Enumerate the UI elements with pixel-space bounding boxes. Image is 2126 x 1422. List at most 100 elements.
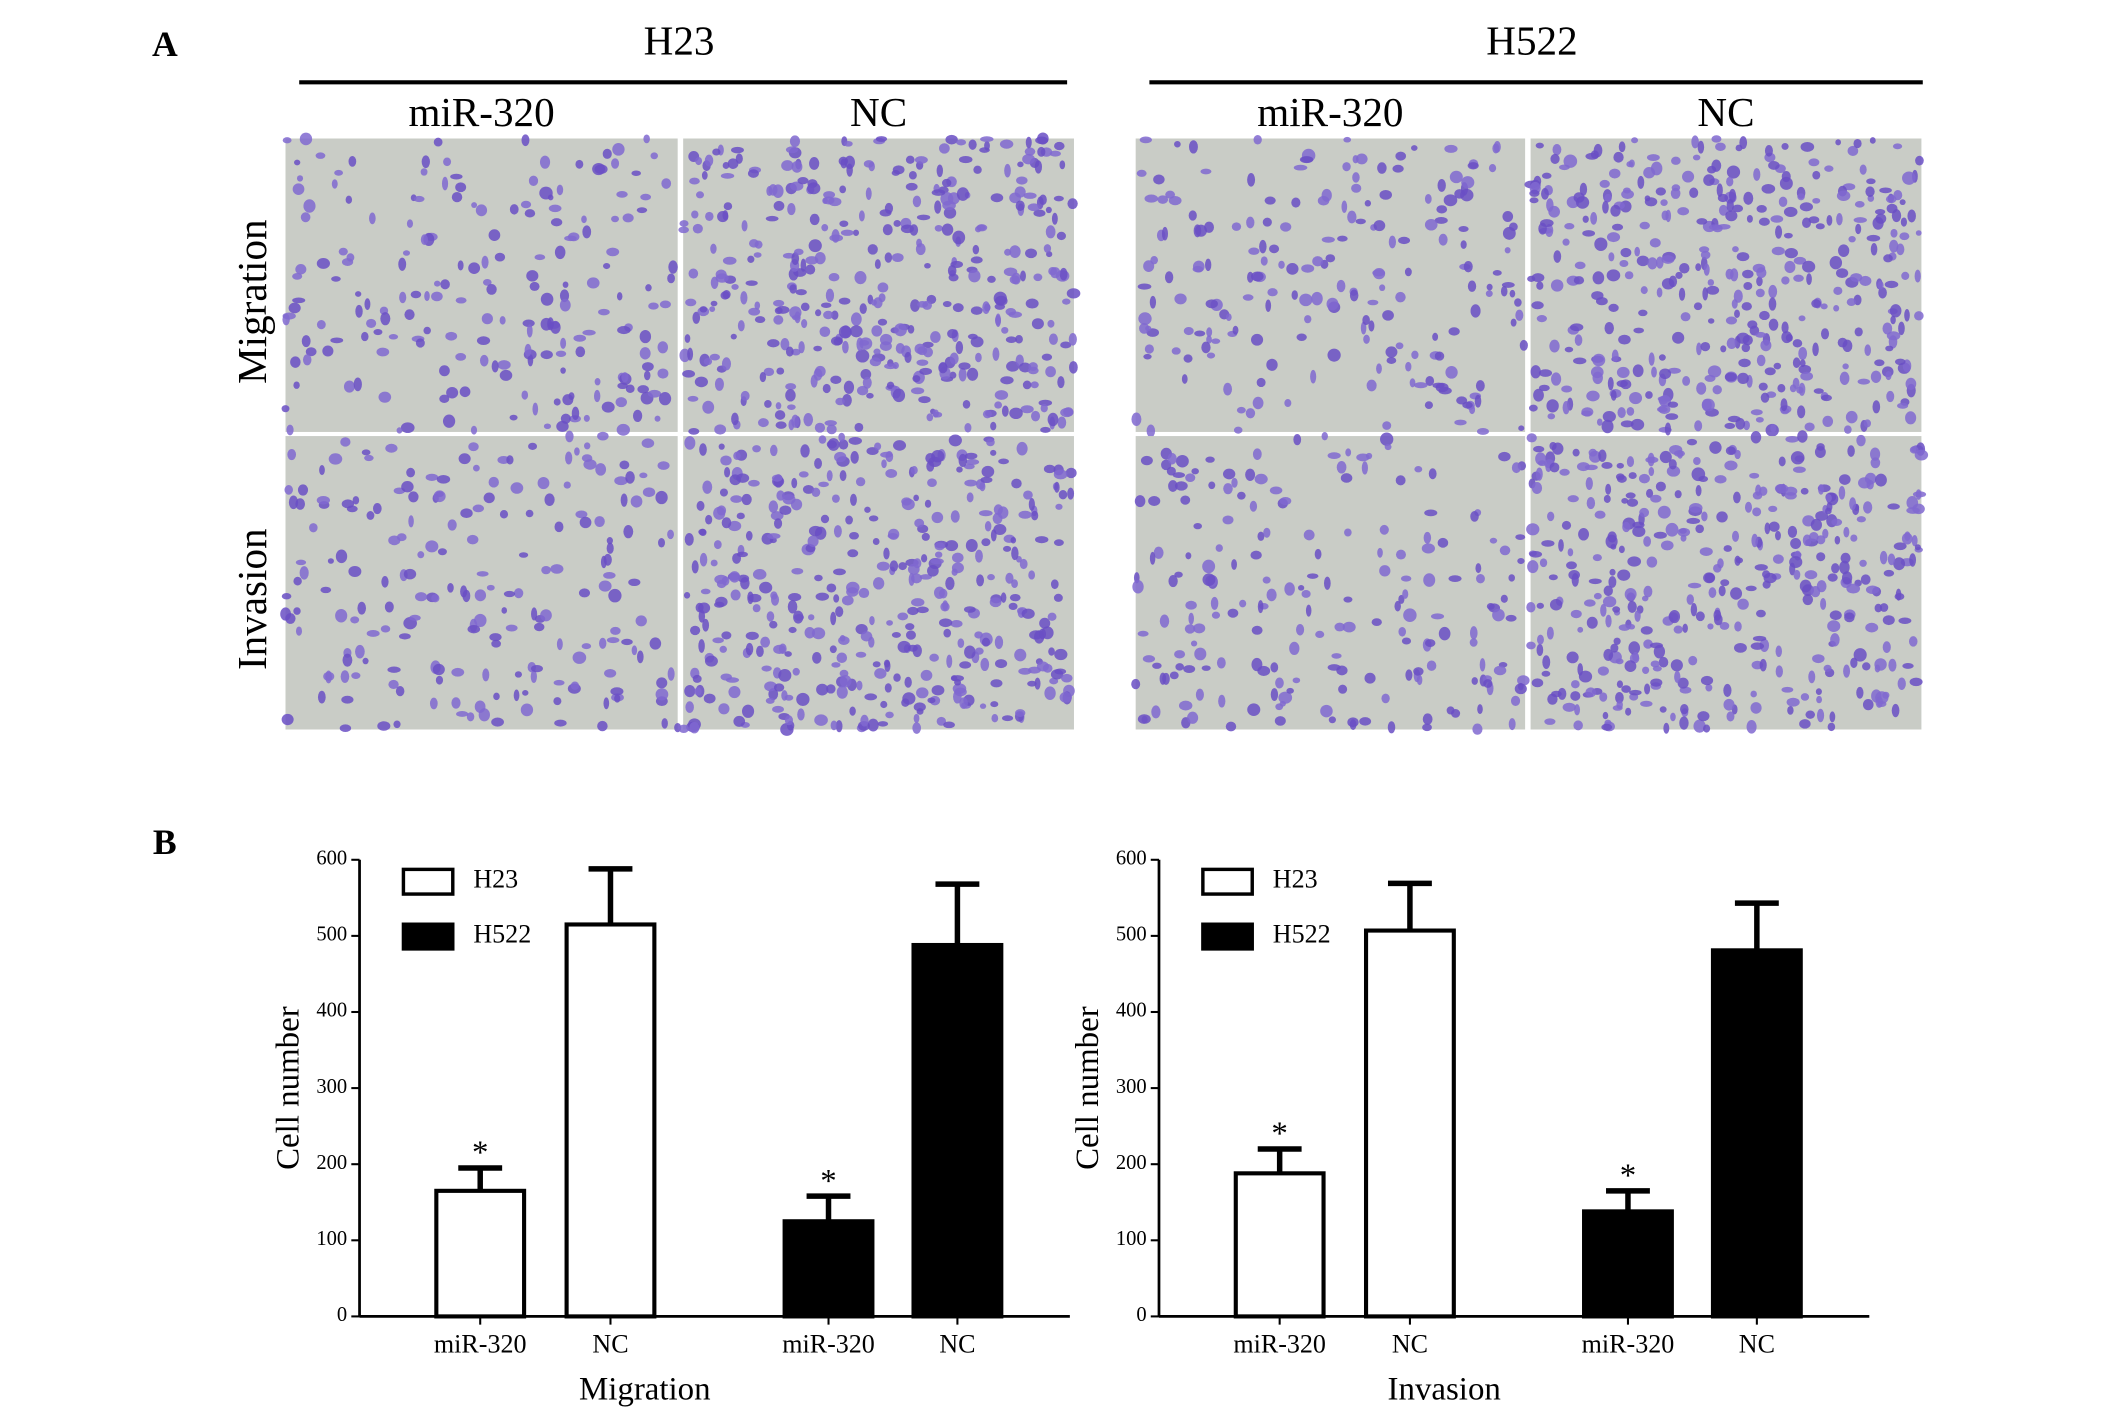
cell-stain bbox=[1754, 564, 1768, 571]
cell-stain bbox=[1008, 602, 1018, 611]
cell-stain bbox=[543, 423, 552, 430]
cell-stain bbox=[1758, 217, 1770, 226]
cell-stain bbox=[1518, 425, 1525, 432]
cell-stain bbox=[1831, 563, 1840, 574]
cell-stain bbox=[1159, 614, 1170, 628]
cell-stain bbox=[855, 651, 867, 658]
cell-stain bbox=[1834, 535, 1841, 545]
cell-stain bbox=[830, 720, 838, 731]
cell-stain bbox=[1778, 456, 1786, 467]
cell-stain bbox=[1430, 613, 1445, 620]
cell-stain bbox=[1682, 170, 1695, 183]
cell-stain bbox=[420, 234, 428, 246]
cell-stain bbox=[575, 510, 588, 519]
cell-stain bbox=[582, 329, 596, 336]
cell-stain bbox=[705, 211, 714, 222]
cell-stain bbox=[740, 577, 750, 590]
cell-stain bbox=[455, 182, 467, 193]
cell-stain bbox=[943, 207, 957, 219]
cell-stain bbox=[350, 616, 360, 624]
cell-stain bbox=[1633, 327, 1645, 334]
cell-stain bbox=[900, 224, 914, 234]
cell-stain bbox=[1586, 390, 1600, 402]
cell-stain bbox=[1184, 624, 1196, 634]
cell-stain bbox=[839, 185, 847, 194]
cell-stain bbox=[1678, 287, 1686, 301]
cell-stain bbox=[877, 318, 888, 326]
cell-stain bbox=[1266, 358, 1278, 371]
cell-stain bbox=[1139, 136, 1152, 144]
cell-stain bbox=[1267, 288, 1278, 297]
cell-stain bbox=[366, 318, 377, 328]
cell-stain bbox=[860, 631, 873, 642]
cell-stain bbox=[1434, 351, 1445, 361]
cell-stain bbox=[1900, 217, 1908, 227]
cell-stain bbox=[355, 644, 365, 659]
cell-stain bbox=[1538, 384, 1550, 392]
cell-stain bbox=[1152, 662, 1162, 669]
cell-stain bbox=[565, 451, 573, 465]
cell-stain bbox=[721, 631, 732, 640]
cell-stain bbox=[1342, 621, 1356, 633]
cell-stain bbox=[1896, 243, 1905, 256]
cell-stain bbox=[1874, 209, 1886, 215]
cell-stain bbox=[757, 418, 769, 428]
cell-stain bbox=[897, 640, 911, 653]
cell-stain bbox=[1549, 462, 1560, 473]
cell-stain bbox=[1188, 210, 1197, 221]
cell-stain bbox=[421, 155, 430, 169]
cell-stain bbox=[990, 193, 1004, 203]
cell-stain bbox=[1058, 490, 1068, 500]
cell-stain bbox=[1492, 608, 1505, 622]
cell-stain bbox=[1034, 630, 1045, 644]
cell-stain bbox=[770, 511, 784, 521]
cell-stain bbox=[1594, 237, 1608, 251]
cell-stain bbox=[351, 672, 361, 680]
cell-stain bbox=[835, 606, 844, 618]
cell-stain bbox=[1628, 624, 1636, 630]
cell-stain bbox=[984, 521, 992, 532]
cell-stain bbox=[779, 505, 792, 515]
cell-stain bbox=[1866, 234, 1881, 242]
cell-stain bbox=[1161, 226, 1169, 241]
cell-stain bbox=[1647, 257, 1658, 270]
cell-stain bbox=[1608, 303, 1619, 312]
cell-stain bbox=[366, 511, 375, 520]
cell-stain bbox=[1025, 298, 1039, 309]
cell-stain bbox=[1653, 531, 1667, 539]
cell-stain bbox=[1648, 467, 1655, 477]
cell-stain bbox=[1609, 568, 1616, 576]
cell-stain bbox=[712, 148, 721, 156]
cell-stain bbox=[1364, 672, 1376, 684]
cell-stain bbox=[582, 225, 592, 239]
cell-stain bbox=[529, 281, 540, 291]
cell-stain bbox=[1517, 682, 1524, 691]
cell-stain bbox=[1808, 670, 1816, 684]
cell-stain bbox=[1275, 677, 1284, 689]
cell-stain bbox=[1697, 711, 1710, 722]
cell-stain bbox=[1744, 501, 1752, 513]
cell-stain bbox=[1341, 200, 1348, 213]
cell-stain bbox=[994, 659, 1008, 669]
cell-stain bbox=[1713, 564, 1722, 573]
cell-stain bbox=[1005, 336, 1017, 343]
cell-stain bbox=[795, 289, 807, 296]
cell-stain bbox=[791, 567, 804, 575]
cell-stain bbox=[1690, 603, 1698, 617]
cell-stain bbox=[1493, 140, 1501, 153]
cell-stain bbox=[1667, 367, 1681, 374]
cell-stain bbox=[632, 409, 643, 423]
cell-stain bbox=[1888, 335, 1898, 349]
cell-stain bbox=[949, 352, 959, 365]
cell-stain bbox=[1668, 459, 1677, 470]
cell-stain bbox=[295, 626, 303, 636]
cell-stain bbox=[1566, 651, 1579, 664]
cell-stain bbox=[957, 638, 965, 648]
cell-stain bbox=[628, 578, 641, 587]
cell-stain bbox=[1137, 630, 1149, 637]
cell-stain bbox=[541, 565, 551, 575]
cell-stain bbox=[1650, 660, 1660, 668]
cell-stain bbox=[1764, 522, 1771, 535]
cell-stain bbox=[1815, 688, 1822, 696]
cell-stain bbox=[1804, 422, 1815, 432]
